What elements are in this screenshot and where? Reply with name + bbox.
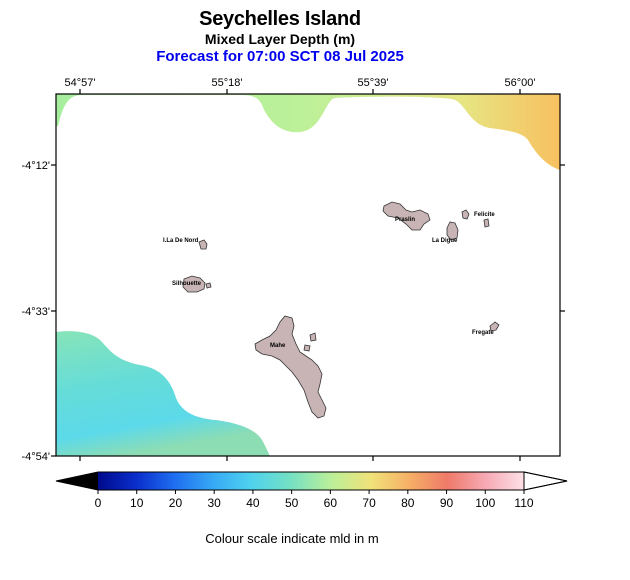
map-ticks: [51, 89, 565, 461]
colorbar-tick-label: 80: [401, 496, 415, 510]
colorbar-note: Colour scale indicate mld in m: [205, 531, 379, 546]
island-label-nord: I.La De Nord: [163, 238, 199, 244]
map-frame: [55, 93, 561, 457]
colorbar-tick-label: 40: [246, 496, 260, 510]
island-sainte-anne: [303, 344, 311, 352]
colorbar-under-arrow: [56, 472, 98, 490]
colorbar-over-arrow: [523, 471, 568, 491]
lat-label: -4°12': [21, 160, 50, 172]
island-label-la-digue: La Digue: [432, 238, 458, 244]
lon-label: 56°00': [505, 77, 536, 89]
island-label-praslin: Praslin: [395, 217, 415, 223]
island-silhouette: [182, 275, 206, 293]
colorbar-tick-label: 70: [362, 496, 376, 510]
lat-label: -4°33': [21, 306, 50, 318]
island-la-digue: [446, 221, 459, 241]
mld-field-southwest: [56, 331, 270, 456]
lon-label: 55°39': [358, 77, 389, 89]
colorbar-tick-label: 0: [95, 496, 102, 510]
lon-label: 55°18': [212, 77, 243, 89]
lon-label: 54°57': [65, 77, 96, 89]
colorbar-tick-label: 50: [285, 496, 299, 510]
colorbar-ticks: 0 10 20 30 40 50 60 70 80 90 100 110: [95, 490, 534, 510]
island-nord: [198, 239, 208, 250]
island-felicite-south: [483, 218, 490, 228]
map-title: Seychelles Island: [199, 8, 361, 30]
island-label-fregate: Fregate: [472, 330, 494, 336]
colorbar-tick-label: 10: [130, 496, 144, 510]
colorbar-tick-label: 30: [208, 496, 222, 510]
colorbar-tick-label: 90: [440, 496, 454, 510]
island-label-mahe: Mahe: [270, 343, 286, 349]
island-silhouette-east: [205, 282, 212, 289]
island-mahe: [254, 315, 327, 419]
colorbar: [98, 472, 524, 490]
mld-field-north: [56, 94, 560, 170]
island-label-silhouette: Silhouette: [172, 281, 202, 287]
island-label-felicite: Felicite: [474, 212, 495, 218]
island-mahe-east: [309, 332, 317, 342]
island-fregate: [489, 321, 500, 332]
colorbar-tick-label: 20: [169, 496, 183, 510]
lat-label: -4°54': [21, 451, 50, 463]
island-felicite: [461, 209, 470, 220]
colorbar-tick-label: 100: [475, 496, 495, 510]
forecast-time: Forecast for 07:00 SCT 08 Jul 2025: [156, 48, 404, 65]
island-praslin: [382, 201, 431, 231]
colorbar-tick-label: 110: [514, 496, 533, 510]
colorbar-tick-label: 60: [324, 496, 338, 510]
map-subtitle: Mixed Layer Depth (m): [204, 31, 356, 47]
